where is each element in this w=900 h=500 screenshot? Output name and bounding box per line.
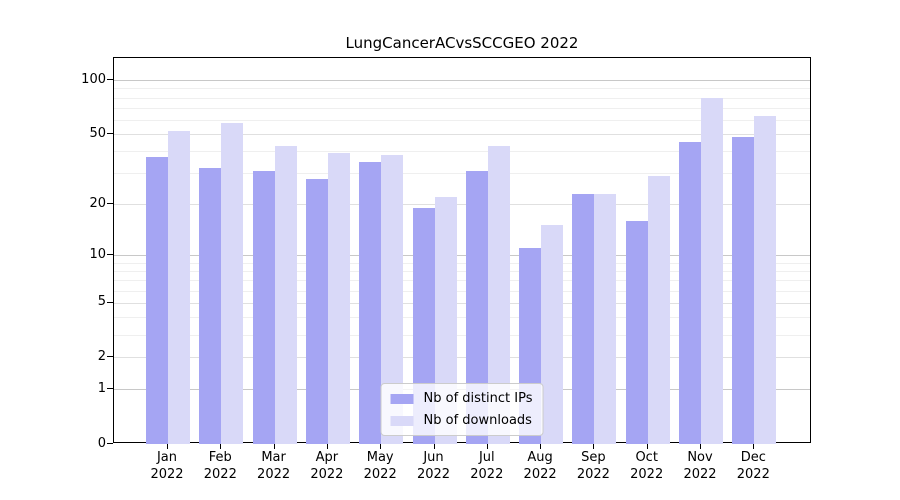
x-tick-mark — [326, 444, 328, 449]
x-tick-mark — [486, 444, 488, 449]
bar-downloads-nov — [701, 97, 723, 444]
y-tick-mark — [107, 133, 113, 135]
y-tick-label: 0 — [97, 435, 106, 451]
bar-downloads-feb — [221, 122, 244, 444]
bar-downloads-apr — [327, 153, 350, 444]
y-tick-label: 50 — [89, 125, 106, 141]
legend-item-downloads: Nb of downloads — [390, 413, 533, 428]
x-tick-mark — [380, 444, 382, 449]
y-tick-label: 100 — [81, 71, 106, 87]
legend-item-distinct-ips: Nb of distinct IPs — [390, 391, 533, 406]
x-tick-mark — [700, 444, 701, 449]
x-tick-label: Feb 2022 — [203, 450, 237, 482]
x-tick-label: Sep 2022 — [576, 450, 610, 482]
gridline-minor — [114, 334, 810, 336]
y-tick-mark — [107, 79, 113, 81]
x-tick-label: Oct 2022 — [630, 450, 664, 482]
gridline-minor — [114, 173, 810, 175]
gridline-major — [114, 357, 810, 359]
gridline-minor — [114, 290, 810, 292]
bar-distinct-ips-apr — [305, 178, 328, 444]
legend-swatch-distinct-ips — [390, 393, 414, 404]
y-tick-mark — [107, 301, 113, 303]
x-tick-label: Dec 2022 — [736, 450, 770, 482]
bar-downloads-jul — [487, 145, 510, 444]
y-tick-label: 1 — [97, 380, 106, 396]
gridline-minor — [114, 108, 810, 110]
x-tick-label: Jan 2022 — [150, 450, 184, 482]
gridline-major — [114, 80, 810, 82]
x-tick-mark — [753, 444, 755, 449]
bar-downloads-mar — [274, 145, 297, 444]
legend-label-distinct-ips: Nb of distinct IPs — [423, 391, 533, 406]
y-tick-label: 5 — [97, 294, 106, 310]
x-tick-label: Jul 2022 — [470, 450, 504, 482]
bar-distinct-ips-mar — [252, 170, 275, 444]
bar-downloads-jan — [168, 131, 190, 444]
gridline-minor — [114, 280, 810, 282]
gridline-minor — [114, 317, 810, 319]
x-tick-mark — [593, 444, 595, 449]
x-tick-mark — [646, 444, 648, 449]
gridline-major — [114, 302, 810, 304]
gridline-minor — [114, 88, 810, 90]
bar-distinct-ips-oct — [625, 220, 648, 444]
x-tick-mark — [433, 444, 435, 449]
gridline-major — [114, 204, 810, 206]
gridline-minor — [114, 270, 810, 272]
x-tick-label: Mar 2022 — [257, 450, 291, 482]
plot-area: Nb of distinct IPs Nb of downloads — [113, 57, 811, 444]
y-tick-label: 10 — [89, 246, 106, 262]
x-tick-mark — [540, 444, 542, 449]
x-tick-label: Apr 2022 — [310, 450, 344, 482]
x-tick-mark — [273, 444, 275, 449]
legend-swatch-downloads — [390, 415, 414, 426]
y-tick-mark — [107, 254, 113, 256]
x-tick-label: Nov 2022 — [683, 450, 717, 482]
x-tick-label: Aug 2022 — [523, 450, 557, 482]
chart-title: LungCancerACvsSCCGEO 2022 — [345, 34, 579, 52]
gridline-major — [114, 134, 810, 136]
y-tick-label: 2 — [97, 348, 106, 364]
bar-distinct-ips-nov — [679, 142, 701, 444]
gridline-minor — [114, 151, 810, 153]
bar-distinct-ips-sep — [572, 193, 595, 444]
x-tick-mark — [220, 444, 222, 449]
legend: Nb of distinct IPs Nb of downloads — [380, 383, 544, 436]
bar-downloads-jun — [434, 196, 457, 444]
bar-downloads-aug — [541, 225, 564, 444]
x-tick-label: May 2022 — [363, 450, 397, 482]
y-tick-mark — [107, 356, 113, 358]
bar-downloads-may — [381, 155, 404, 444]
y-tick-mark — [107, 203, 113, 205]
gridline-minor — [114, 120, 810, 122]
bar-distinct-ips-dec — [732, 137, 755, 444]
y-tick-label: 20 — [89, 195, 106, 211]
bar-distinct-ips-feb — [199, 168, 222, 444]
legend-label-downloads: Nb of downloads — [423, 413, 532, 428]
bar-downloads-sep — [594, 193, 617, 444]
bar-distinct-ips-jan — [146, 157, 168, 444]
gridline-major — [114, 255, 810, 257]
y-tick-mark — [107, 443, 113, 444]
x-tick-mark — [167, 444, 168, 449]
gridline-minor — [114, 262, 810, 264]
bar-downloads-dec — [754, 116, 777, 444]
bar-distinct-ips-jul — [465, 170, 488, 444]
y-tick-mark — [107, 388, 113, 390]
bar-downloads-oct — [647, 175, 670, 444]
bar-distinct-ips-may — [359, 161, 382, 444]
x-tick-label: Jun 2022 — [416, 450, 451, 482]
gridline-minor — [114, 97, 810, 99]
